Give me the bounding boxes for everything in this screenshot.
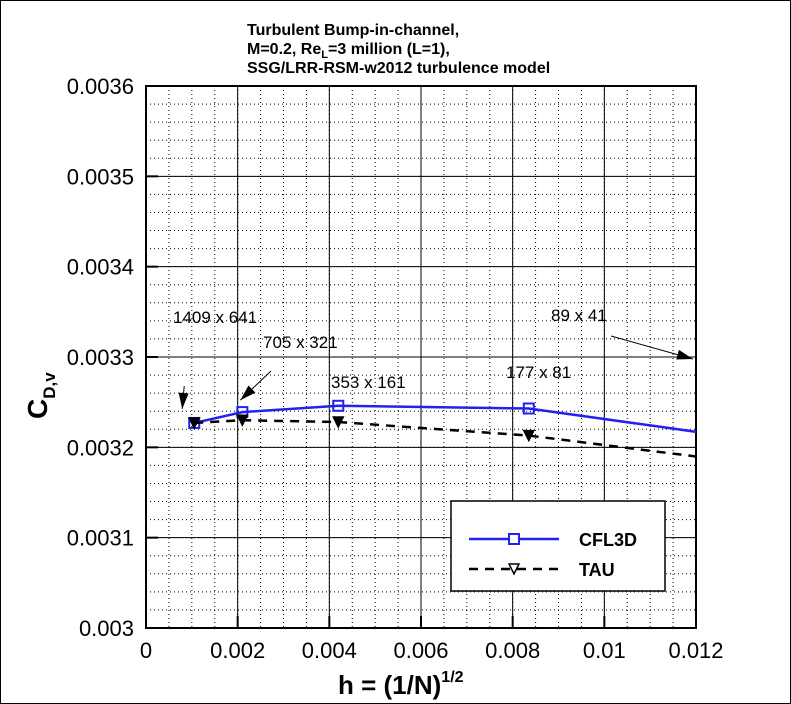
xlabel-superscript: 1/2 [441,669,463,686]
y-tick-label: 0.0033 [67,345,134,370]
legend-box [450,500,666,592]
data-point-CFL3D [522,402,535,415]
data-point-TAU [332,416,345,429]
data-point-TAU [188,417,201,430]
y-tick-label: 0.003 [79,616,134,641]
chart-title-line: SSG/LRR-RSM-w2012 turbulence model [247,60,550,77]
data-point-TAU [522,429,536,443]
x-tick-label: 0.002 [210,638,265,663]
x-tick-label: 0.008 [485,638,540,663]
xlabel-base: h = (1/N) [338,670,441,700]
annotation-label: 705 x 321 [263,333,338,352]
annotation-label: 1409 x 641 [173,308,257,327]
arrowhead-icon [676,349,693,360]
y-tick-label: 0.0031 [67,526,134,551]
plot-frame [145,85,697,629]
series-line-TAU [194,418,696,458]
y-tick-label: 0.0032 [67,435,134,460]
y-tick-label: 0.0036 [67,74,134,99]
x-tick-label: 0 [140,638,152,663]
y-axis-label: CD,v [22,372,59,419]
y-tick-label: 0.0035 [67,164,134,189]
y-tick-label: 0.0034 [67,255,134,280]
legend-marker-TAU [507,563,521,576]
legend-label: TAU [579,560,615,580]
x-axis-label: h = (1/N)1/2 [338,669,464,700]
x-tick-label: 0.004 [302,638,357,663]
legend-label: CFL3D [579,530,637,550]
ylabel-subscript: D,v [40,372,59,399]
x-tick-label: 0.012 [668,638,723,663]
series-group [188,399,696,458]
annotation-label: 89 x 41 [551,306,607,325]
title-part: =3 million (L=1), [328,41,450,58]
annotation-label: 353 x 161 [331,373,406,392]
legend-marker-CFL3D [508,533,520,545]
series-line-CFL3D [193,404,696,434]
x-tick-label: 0.01 [583,638,626,663]
x-tick-label: 0.006 [393,638,448,663]
data-point-TAU [236,414,249,427]
title-subscript: L [321,49,328,61]
arrowhead-icon [178,392,189,409]
chart-title-line: M=0.2, ReL=3 million (L=1), [247,41,450,61]
data-point-CFL3D [332,399,345,412]
title-part: M=0.2, Re [247,41,321,58]
ylabel-base: C [22,399,53,419]
chart-title-line: Turbulent Bump-in-channel, [247,22,459,39]
arrowhead-icon [240,385,256,401]
annotation-label: 177 x 81 [506,363,571,382]
